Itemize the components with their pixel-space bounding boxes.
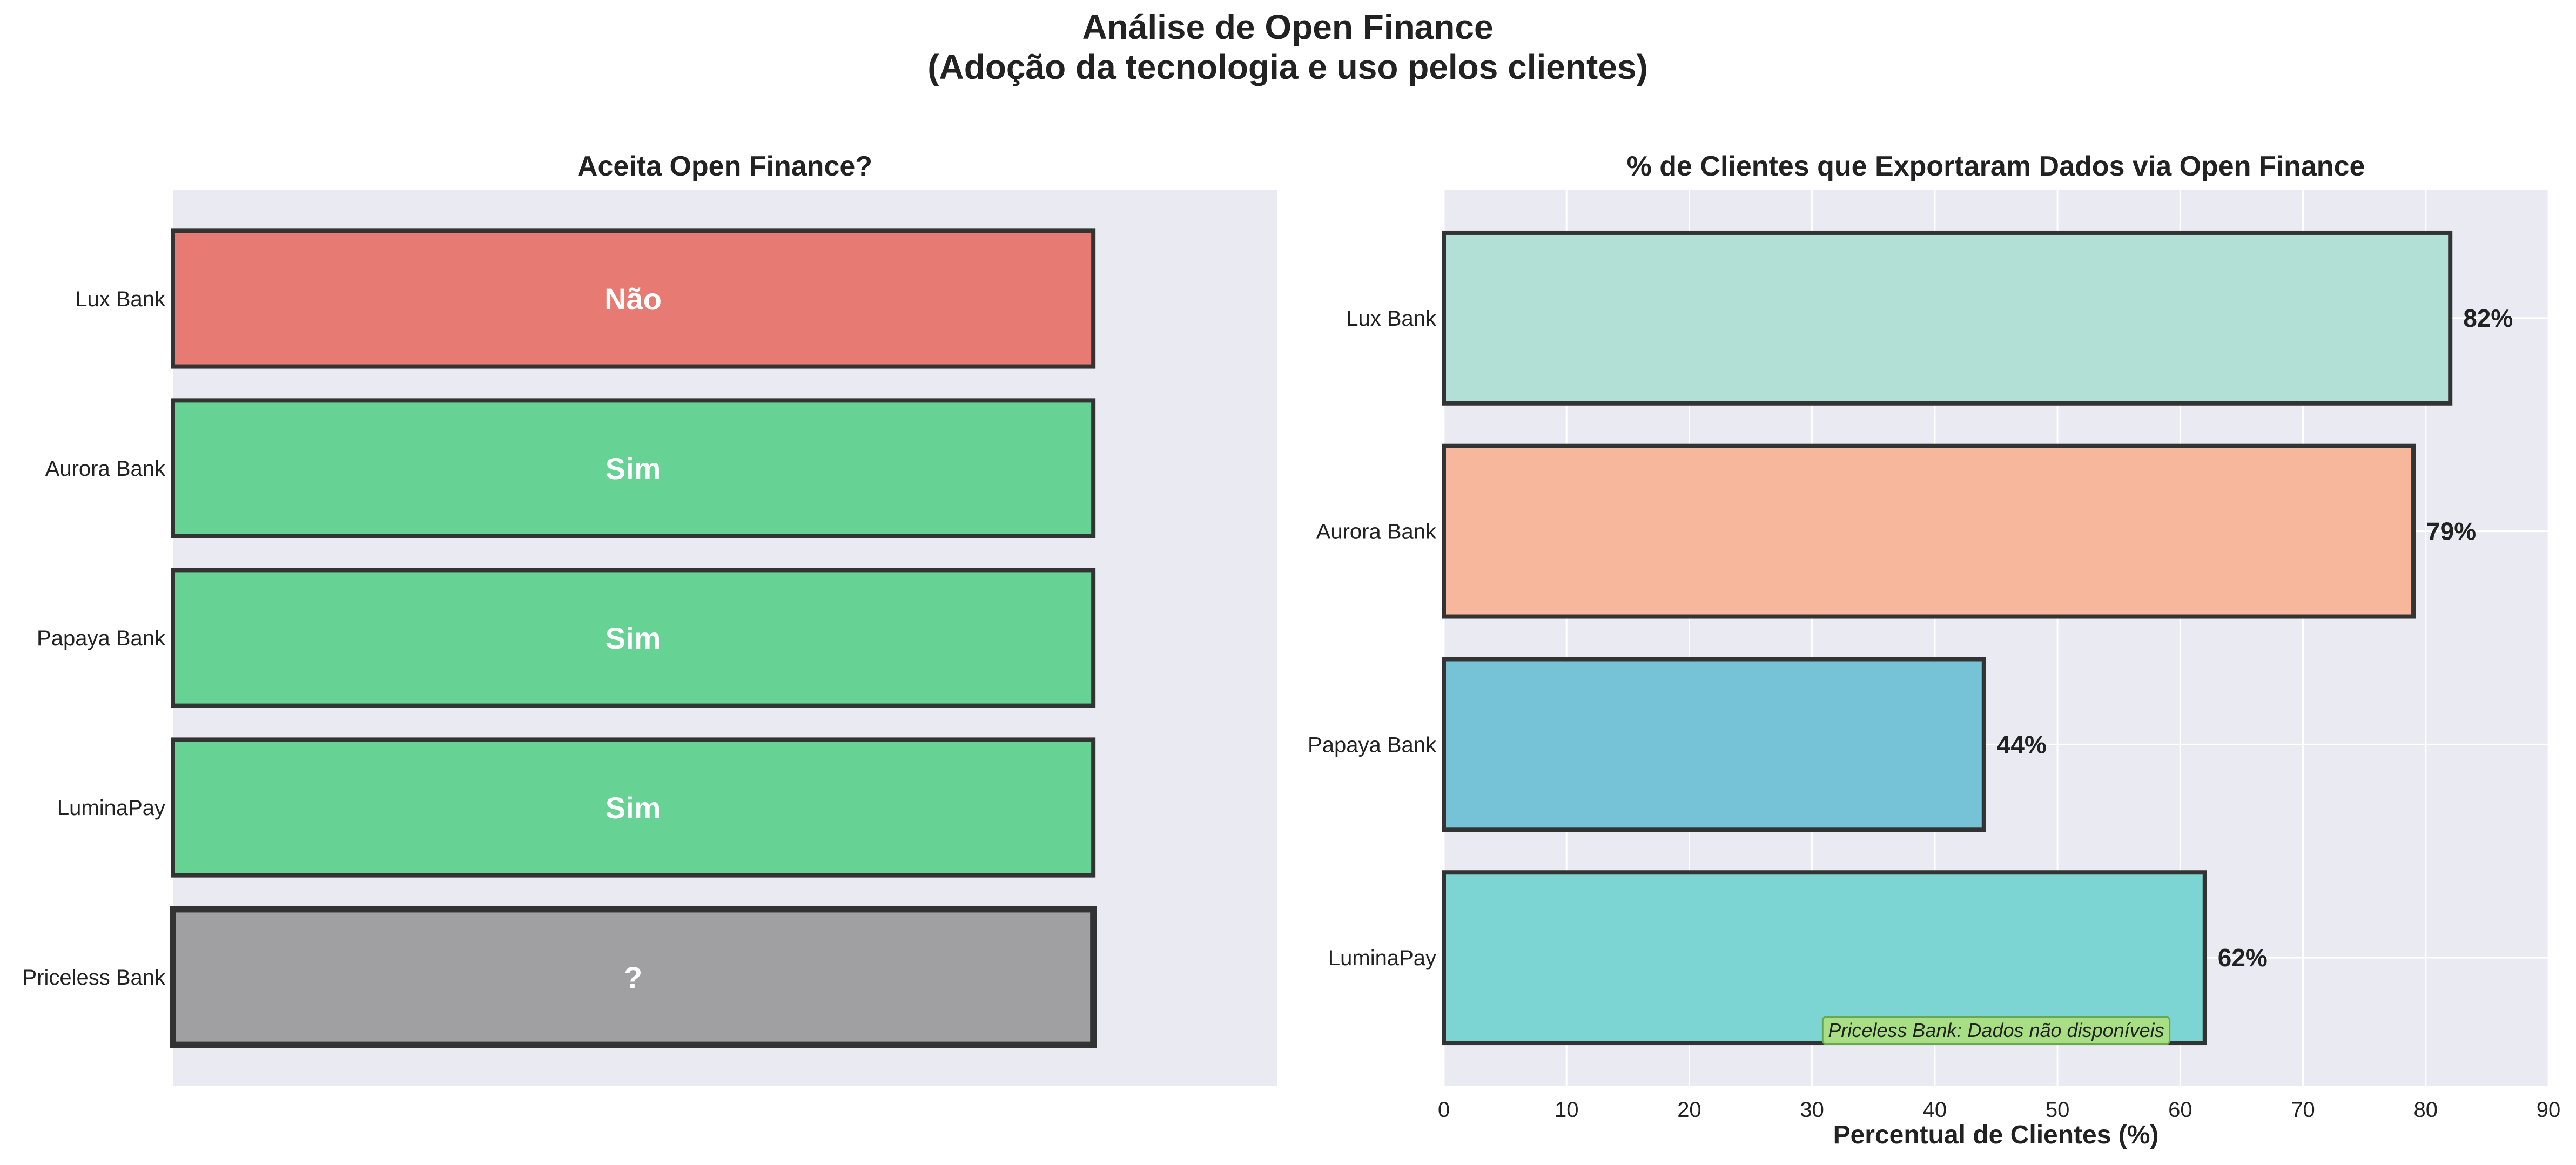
bar-label-lux-bank: Não <box>604 282 662 316</box>
bar-aurora-bank <box>1442 443 2416 619</box>
y-tick-label-luminapay: LuminaPay <box>1328 946 1436 970</box>
bar-lux-bank <box>171 228 1096 369</box>
x-tick-label: 0 <box>1438 1098 1450 1122</box>
right-x-axis-label: Percentual de Clientes (%) <box>1833 1121 2159 1149</box>
y-tick-label-lux-bank: Lux Bank <box>75 287 166 311</box>
y-tick-label-aurora-bank: Aurora Bank <box>45 457 166 481</box>
x-tick-label: 10 <box>1555 1098 1579 1122</box>
x-tick-label: 70 <box>2291 1098 2315 1122</box>
bar-priceless-bank <box>170 906 1097 1048</box>
value-label-luminapay: 62% <box>2218 944 2268 972</box>
right-chart-title: % de Clientes que Exportaram Dados via O… <box>1627 151 2365 182</box>
bar-papaya-bank <box>171 568 1096 708</box>
y-tick-label-papaya-bank: Papaya Bank <box>1308 733 1437 757</box>
bar-label-aurora-bank: Sim <box>606 452 661 486</box>
right-bars: 82% Lux Bank 79% Aurora Bank 44% Papaya Bank 6… <box>1308 230 2513 1046</box>
bar-lux-bank <box>1442 230 2453 406</box>
y-tick-label-papaya-bank: Papaya Bank <box>37 627 166 650</box>
annotation-text: Priceless Bank: Dados não disponíveis <box>1828 1019 2164 1041</box>
value-label-aurora-bank: 79% <box>2426 517 2476 546</box>
left-bars: Não Lux Bank Sim Aurora Bank Sim Papaya Bank S… <box>22 228 1097 1048</box>
x-tick-label: 40 <box>1923 1098 1947 1122</box>
x-tick-label: 50 <box>2046 1098 2070 1122</box>
annotation-box: Priceless Bank: Dados não disponíveis <box>1821 1016 2171 1045</box>
bar-aurora-bank <box>171 398 1096 538</box>
bar-luminapay <box>171 737 1096 878</box>
x-tick-label: 60 <box>2168 1098 2192 1122</box>
y-tick-label-luminapay: LuminaPay <box>57 796 165 820</box>
x-tick-label: 30 <box>1800 1098 1824 1122</box>
x-tick-label: 90 <box>2537 1098 2561 1122</box>
y-tick-label-aurora-bank: Aurora Bank <box>1316 520 1437 544</box>
right-x-axis: 0 10 20 30 40 50 60 70 80 90 <box>1438 1098 2560 1122</box>
bar-label-priceless-bank: ? <box>624 960 642 994</box>
x-tick-label: 80 <box>2414 1098 2438 1122</box>
left-chart-title: Aceita Open Finance? <box>577 151 872 182</box>
y-tick-label-lux-bank: Lux Bank <box>1346 307 1437 331</box>
bar-label-papaya-bank: Sim <box>606 621 661 655</box>
bar-label-luminapay: Sim <box>606 791 661 825</box>
value-label-papaya-bank: 44% <box>1997 730 2047 758</box>
x-tick-label: 20 <box>1677 1098 1701 1122</box>
bar-papaya-bank <box>1442 657 1986 832</box>
y-tick-label-priceless-bank: Priceless Bank <box>22 966 166 989</box>
value-label-lux-bank: 82% <box>2463 304 2513 332</box>
chart-panel-open-finance-acceptance: Aceita Open Finance? Não Lux Bank Sim Auror… <box>22 151 1277 1086</box>
figure-title-line2: (Adoção da tecnologia e uso pelos client… <box>927 48 1648 86</box>
chart-panel-export-percentage: % de Clientes que Exportaram Dados via O… <box>1308 151 2560 1149</box>
annotation-box-background <box>1821 1016 2171 1045</box>
figure-title-line1: Análise de Open Finance <box>1082 8 1493 46</box>
